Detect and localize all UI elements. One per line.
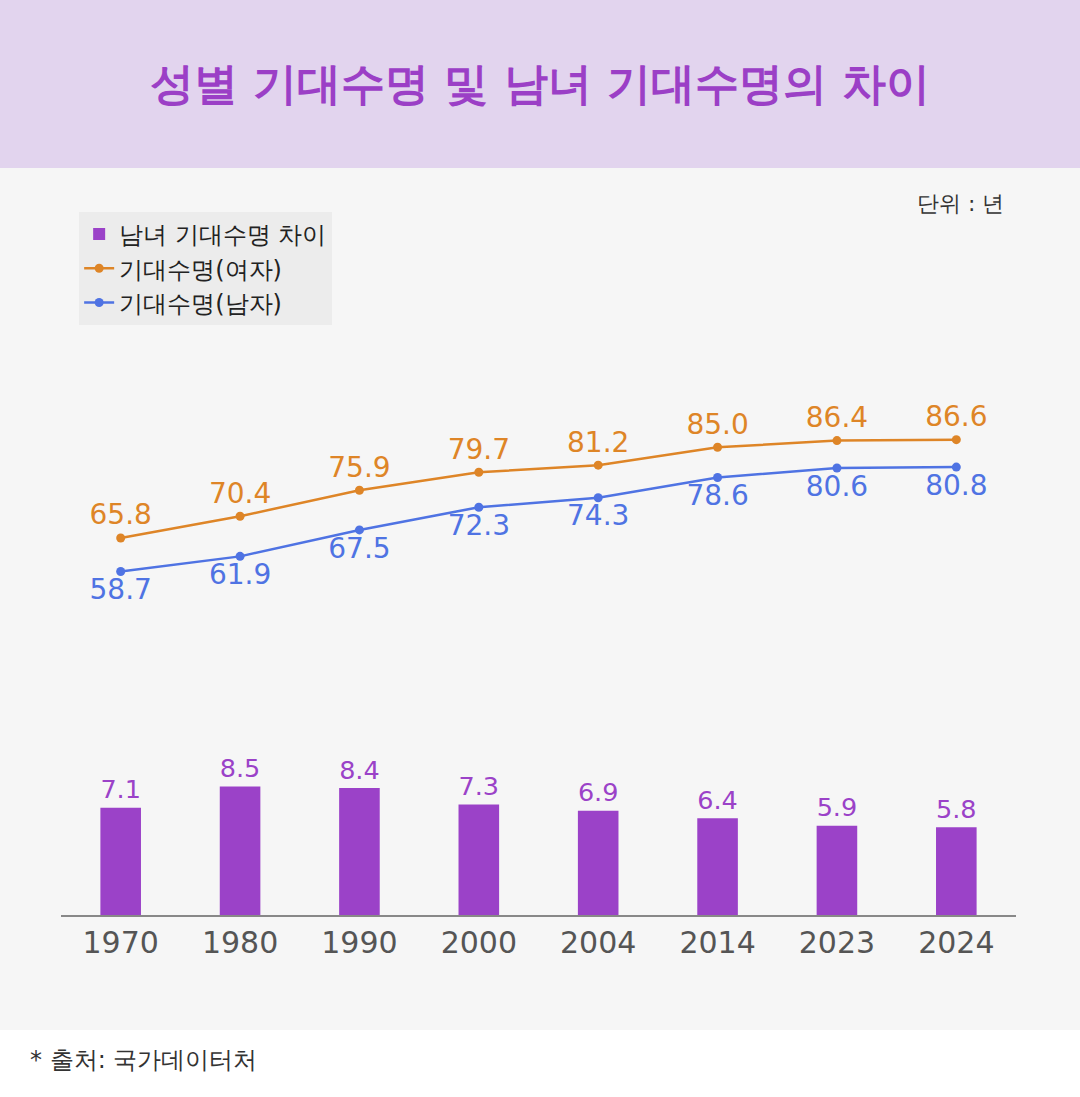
- svg-text:72.3: 72.3: [448, 509, 510, 542]
- svg-text:6.9: 6.9: [578, 777, 619, 807]
- svg-text:7.1: 7.1: [100, 774, 141, 804]
- svg-text:5.8: 5.8: [936, 794, 977, 824]
- svg-text:70.4: 70.4: [209, 477, 271, 510]
- svg-text:75.9: 75.9: [328, 451, 390, 484]
- svg-text:8.4: 8.4: [339, 755, 380, 785]
- svg-text:67.5: 67.5: [328, 532, 390, 565]
- svg-text:2004: 2004: [560, 925, 636, 960]
- svg-text:단위 : 년: 단위 : 년: [917, 191, 1004, 216]
- svg-text:80.6: 80.6: [806, 470, 868, 503]
- svg-text:86.4: 86.4: [806, 401, 868, 434]
- svg-text:2023: 2023: [799, 925, 875, 960]
- svg-text:78.6: 78.6: [686, 479, 748, 512]
- svg-text:남녀 기대수명 차이: 남녀 기대수명 차이: [119, 221, 326, 249]
- svg-text:85.0: 85.0: [686, 408, 748, 441]
- svg-text:기대수명(여자): 기대수명(여자): [119, 256, 282, 284]
- svg-text:81.2: 81.2: [567, 426, 629, 459]
- svg-text:80.8: 80.8: [925, 469, 987, 502]
- svg-text:2024: 2024: [918, 925, 994, 960]
- svg-text:기대수명(남자): 기대수명(남자): [119, 290, 282, 318]
- svg-text:2014: 2014: [679, 925, 755, 960]
- svg-text:61.9: 61.9: [209, 558, 271, 591]
- html-text:* 출처: 국가데이터처: * 출처: 국가데이터처: [30, 1046, 258, 1074]
- svg-text:1970: 1970: [83, 925, 159, 960]
- svg-text:2000: 2000: [441, 925, 517, 960]
- svg-text:7.3: 7.3: [459, 771, 500, 801]
- svg-text:5.9: 5.9: [817, 792, 858, 822]
- svg-text:79.7: 79.7: [448, 433, 510, 466]
- svg-text:1980: 1980: [202, 925, 278, 960]
- html-text:성별 기대수명 및 남녀 기대수명의 차이: 성별 기대수명 및 남녀 기대수명의 차이: [149, 57, 931, 109]
- svg-text:6.4: 6.4: [697, 785, 738, 815]
- svg-text:8.5: 8.5: [220, 753, 261, 783]
- svg-text:65.8: 65.8: [90, 498, 152, 531]
- svg-text:58.7: 58.7: [90, 573, 152, 606]
- svg-text:74.3: 74.3: [567, 499, 629, 532]
- svg-text:86.6: 86.6: [925, 400, 987, 433]
- svg-text:1990: 1990: [321, 925, 397, 960]
